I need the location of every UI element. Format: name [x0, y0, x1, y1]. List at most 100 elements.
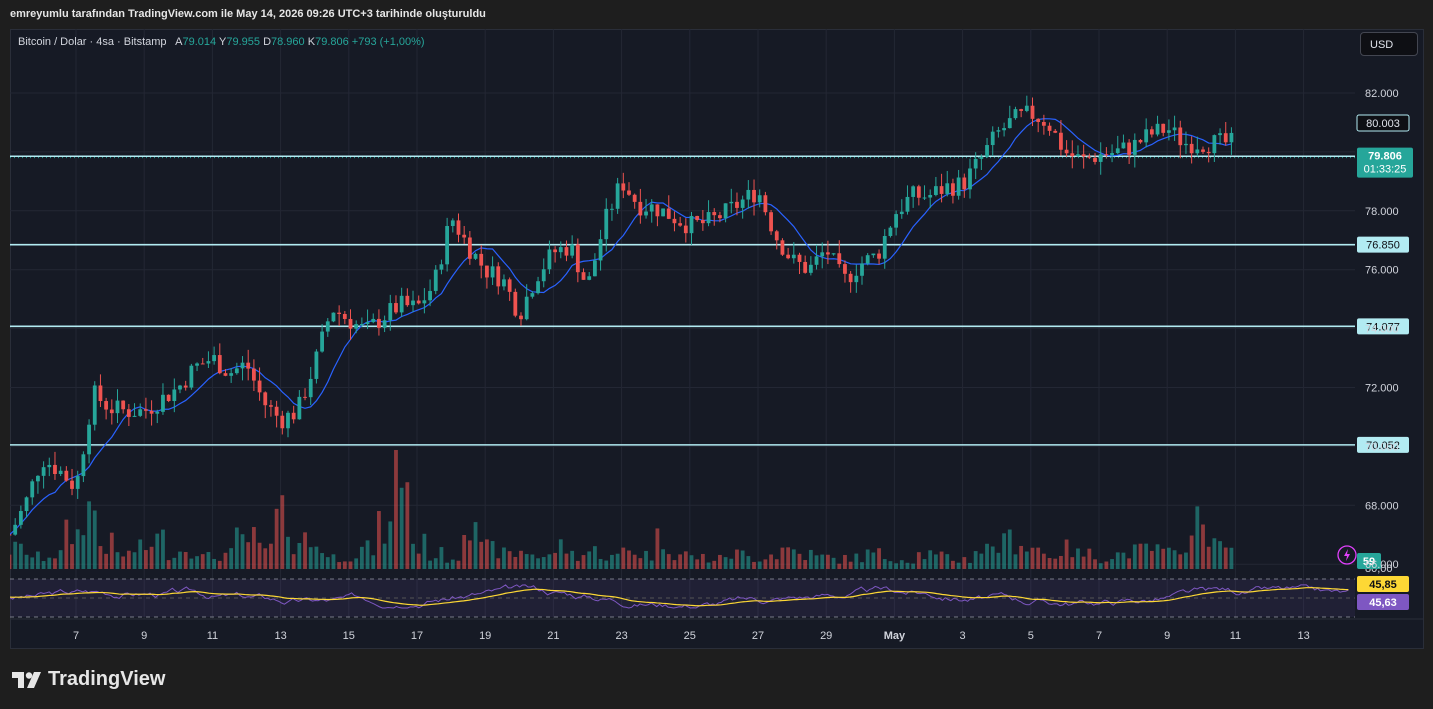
volume-bar: [1019, 545, 1024, 569]
volume-bar: [388, 521, 393, 569]
volume-bar: [155, 533, 160, 569]
candle-body: [524, 296, 529, 320]
candle-body: [325, 321, 330, 332]
candle-body: [166, 394, 171, 402]
candle-body: [729, 201, 734, 204]
level-label-bg: [1357, 236, 1409, 253]
candle-body: [240, 362, 245, 369]
candle-body: [1212, 135, 1217, 154]
candle-body: [973, 158, 978, 169]
candle-body: [911, 186, 916, 197]
candle-body: [678, 223, 683, 226]
volume-bar: [115, 552, 120, 569]
candle-body: [1149, 129, 1154, 135]
currency-button[interactable]: USD: [1360, 32, 1418, 56]
candle-body: [530, 293, 535, 297]
candle-body: [303, 396, 307, 398]
volume-bar: [928, 550, 933, 569]
time-tick-label: 11: [207, 630, 218, 642]
volume-bar: [10, 554, 12, 569]
time-tick-label: 23: [615, 630, 627, 642]
rsi-ma-value: 45,85: [1369, 579, 1397, 591]
volume-bar: [621, 547, 626, 569]
volume-bar: [92, 510, 97, 569]
candle-body: [672, 218, 677, 224]
candle-body: [752, 189, 756, 203]
volume-bar: [570, 550, 575, 569]
volume-bar: [377, 511, 381, 569]
volume-bar: [18, 543, 23, 569]
volume-bar: [41, 561, 46, 569]
candle-body: [1178, 127, 1183, 146]
volume-bar: [894, 563, 899, 569]
candle-body: [735, 201, 739, 208]
candle-body: [280, 415, 285, 429]
volume-bar: [1223, 547, 1228, 569]
candle-body: [695, 215, 700, 221]
volume-bar: [75, 529, 80, 569]
candle-body: [797, 254, 802, 262]
volume-bar: [439, 547, 444, 569]
volume-bar: [933, 554, 938, 569]
candle-body: [1121, 142, 1126, 149]
symbol-legend: Bitcoin / Dolar · 4sa · Bitstamp A79.014…: [18, 36, 425, 48]
volume-bar: [610, 554, 614, 569]
volume-bar: [826, 554, 830, 569]
volume-bar: [757, 561, 762, 569]
volume-bar: [797, 553, 802, 569]
candle-body: [939, 186, 944, 194]
candle-body: [627, 190, 631, 195]
candle-body: [945, 183, 950, 194]
volume-bar: [655, 528, 660, 569]
candle-body: [1189, 143, 1194, 154]
last-price-text: 79.806: [1368, 151, 1402, 163]
candle-body: [1201, 149, 1205, 152]
candle-body: [553, 249, 558, 253]
tradingview-logo-icon: [12, 671, 41, 688]
volume-bar: [1070, 557, 1075, 569]
candle-body: [47, 464, 52, 468]
volume-bar: [1059, 555, 1063, 569]
ma-price-label: 80.003: [1366, 118, 1400, 130]
volume-bar: [263, 548, 268, 569]
volume-bar: [36, 551, 40, 569]
level-label-bg: [1357, 436, 1409, 453]
volume-bar: [541, 557, 546, 569]
candle-body: [598, 239, 603, 261]
time-tick-label: 19: [479, 630, 491, 642]
candle-body: [1093, 157, 1097, 162]
volume-bar: [791, 549, 796, 569]
level-label: 74.077: [1366, 321, 1400, 333]
candle-body: [274, 406, 279, 416]
candle-body: [149, 410, 154, 414]
volume-bar: [217, 560, 222, 569]
candle-body: [155, 411, 160, 414]
tradingview-logo[interactable]: TradingView: [12, 668, 165, 691]
volume-bar: [899, 560, 904, 569]
candle-body: [922, 197, 927, 199]
volume-bar: [1041, 553, 1046, 569]
volume-bar: [888, 561, 893, 569]
volume-bar: [405, 482, 410, 569]
volume-bar: [968, 562, 972, 569]
volume-bar: [831, 557, 836, 569]
volume-bar: [865, 549, 870, 569]
candle-body: [81, 454, 86, 477]
candle-body: [1161, 123, 1166, 133]
candle-body: [610, 208, 614, 210]
candle-body: [1081, 154, 1086, 157]
volume-bar: [1030, 547, 1035, 569]
moving-average-line: [10, 118, 1232, 536]
time-tick-label: 3: [960, 630, 966, 642]
volume-bar: [786, 547, 791, 569]
candle-body: [98, 385, 103, 402]
volume-bar: [882, 559, 887, 569]
brand-name: TradingView: [48, 668, 166, 690]
volume-bar: [1104, 561, 1109, 569]
volume-bar: [990, 546, 995, 569]
volume-bar: [1081, 556, 1086, 569]
volume-bar: [996, 552, 1001, 569]
candle-body: [1036, 118, 1041, 122]
